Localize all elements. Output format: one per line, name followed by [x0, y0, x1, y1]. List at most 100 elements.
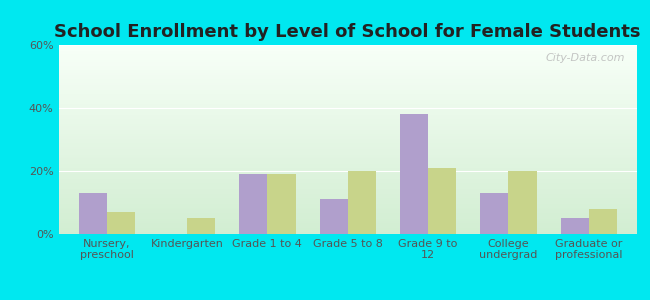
Bar: [58, 102, 637, 103]
Bar: [58, 68, 637, 70]
Bar: [58, 117, 637, 119]
Bar: [58, 198, 637, 200]
Bar: [58, 192, 637, 194]
Bar: [58, 130, 637, 132]
Bar: [58, 73, 637, 75]
Bar: [508, 171, 536, 234]
Bar: [58, 230, 637, 232]
Bar: [58, 224, 637, 226]
Bar: [58, 213, 637, 215]
Bar: [58, 79, 637, 81]
Bar: [58, 223, 637, 224]
Bar: [58, 103, 637, 106]
Bar: [58, 115, 637, 117]
Text: City-Data.com: City-Data.com: [546, 52, 625, 63]
Bar: [58, 143, 637, 145]
Bar: [58, 81, 637, 83]
Bar: [58, 215, 637, 217]
Bar: [58, 158, 637, 160]
Bar: [58, 58, 637, 60]
Bar: [58, 194, 637, 196]
Bar: [58, 132, 637, 134]
Bar: [58, 228, 637, 230]
Bar: [58, 66, 637, 68]
Bar: [58, 113, 637, 115]
Bar: [58, 134, 637, 136]
Bar: [58, 100, 637, 102]
Bar: [58, 54, 637, 56]
Bar: [58, 140, 637, 141]
Bar: [58, 153, 637, 154]
Bar: [58, 204, 637, 206]
Bar: [58, 149, 637, 151]
Bar: [58, 119, 637, 121]
Bar: [58, 62, 637, 64]
Bar: [58, 190, 637, 192]
Bar: [58, 154, 637, 157]
Bar: [58, 124, 637, 126]
Bar: [187, 218, 215, 234]
Bar: [58, 94, 637, 96]
Bar: [58, 209, 637, 211]
Bar: [58, 189, 637, 190]
Bar: [58, 52, 637, 55]
Bar: [320, 199, 348, 234]
Bar: [58, 183, 637, 185]
Bar: [348, 171, 376, 234]
Bar: [107, 212, 135, 234]
Bar: [58, 145, 637, 147]
Bar: [58, 211, 637, 213]
Bar: [58, 157, 637, 158]
Bar: [58, 106, 637, 107]
Bar: [58, 64, 637, 66]
Bar: [58, 219, 637, 221]
Bar: [58, 166, 637, 168]
Bar: [58, 70, 637, 71]
Bar: [58, 141, 637, 143]
Bar: [58, 177, 637, 179]
Bar: [58, 45, 637, 47]
Bar: [58, 172, 637, 173]
Bar: [58, 111, 637, 113]
Bar: [58, 122, 637, 124]
Bar: [58, 121, 637, 122]
Bar: [58, 147, 637, 149]
Bar: [267, 174, 296, 234]
Bar: [58, 77, 637, 79]
Bar: [58, 217, 637, 219]
Bar: [480, 193, 508, 234]
Bar: [58, 56, 637, 58]
Bar: [58, 196, 637, 198]
Bar: [58, 138, 637, 140]
Bar: [58, 96, 637, 98]
Bar: [58, 226, 637, 228]
Bar: [58, 49, 637, 51]
Bar: [58, 71, 637, 73]
Bar: [58, 87, 637, 88]
Bar: [58, 206, 637, 208]
Bar: [58, 107, 637, 109]
Bar: [58, 85, 637, 87]
Bar: [58, 75, 637, 77]
Title: School Enrollment by Level of School for Female Students: School Enrollment by Level of School for…: [55, 23, 641, 41]
Bar: [58, 185, 637, 187]
Bar: [400, 114, 428, 234]
Bar: [58, 162, 637, 164]
Bar: [428, 168, 456, 234]
Bar: [58, 168, 637, 170]
Bar: [58, 200, 637, 202]
Bar: [58, 88, 637, 90]
Bar: [239, 174, 267, 234]
Bar: [58, 92, 637, 94]
Bar: [58, 187, 637, 189]
Bar: [58, 208, 637, 209]
Bar: [58, 202, 637, 204]
Bar: [58, 60, 637, 62]
Bar: [58, 173, 637, 175]
Bar: [58, 98, 637, 100]
Bar: [58, 83, 637, 85]
Bar: [58, 136, 637, 138]
Bar: [58, 176, 637, 177]
Bar: [58, 170, 637, 172]
Bar: [561, 218, 589, 234]
